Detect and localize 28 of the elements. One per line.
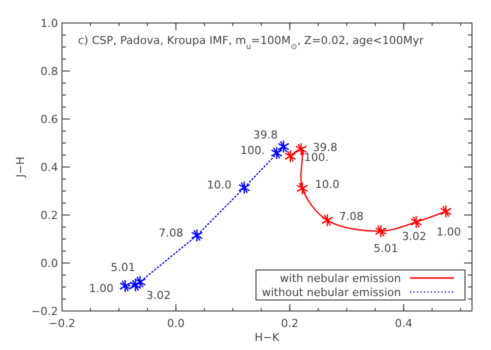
y-tick-label: 0.6: [40, 112, 58, 126]
annotation: 1.00: [88, 282, 114, 295]
y-tick-label: 0.8: [40, 64, 58, 78]
x-axis-title: H−K: [254, 331, 280, 344]
annotation: 1.00: [436, 225, 462, 238]
annotation: 5.01: [374, 242, 398, 255]
legend-label: with nebular emission: [280, 272, 402, 285]
annotation: 39.8: [253, 128, 278, 142]
annotation: 10.0: [315, 178, 340, 192]
annotation: 7.08: [339, 210, 364, 224]
text: c) CSP, Padova, Kroupa IMF, m$_{u}$=100M$_{⊙}$, Z=0.02, age<100Myr: [78, 34, 424, 50]
y-tick-label: 0.2: [40, 208, 58, 222]
x-tick-label: 0.0: [167, 317, 185, 330]
annotation: 10.0: [206, 178, 232, 192]
y-tick-label: 0.4: [40, 160, 58, 174]
y-tick-label: 1.0: [40, 16, 58, 30]
annotation: 100.: [240, 144, 265, 157]
annotation: 3.02: [146, 289, 171, 302]
x-tick-label: 0.4: [394, 317, 412, 330]
x-tick-label: 0.2: [281, 317, 299, 330]
annotation: 3.02: [402, 230, 426, 243]
y-tick-label: 0.0: [40, 256, 58, 270]
y-axis-title: J−H: [14, 156, 27, 178]
legend-label: without nebular emission: [262, 286, 402, 299]
annotation: 7.08: [158, 226, 184, 240]
y-tick-label: −0.2: [31, 304, 58, 318]
x-tick-label: −0.2: [48, 317, 76, 330]
annotation: 5.01: [110, 260, 136, 274]
